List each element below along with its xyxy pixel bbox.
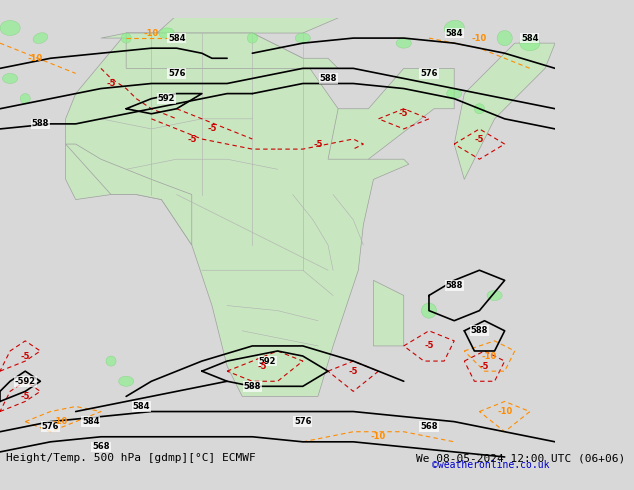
Text: -10: -10	[144, 28, 159, 38]
Text: 568: 568	[92, 442, 110, 451]
Ellipse shape	[446, 89, 462, 98]
Text: 584: 584	[446, 28, 463, 38]
Text: 588: 588	[32, 120, 49, 128]
Text: -5: -5	[187, 135, 197, 144]
Text: We 08-05-2024 12:00 UTC (06+06): We 08-05-2024 12:00 UTC (06+06)	[417, 453, 626, 463]
Polygon shape	[373, 280, 404, 346]
Text: -592: -592	[15, 377, 36, 386]
Ellipse shape	[396, 38, 411, 48]
Ellipse shape	[33, 33, 48, 44]
Ellipse shape	[487, 291, 502, 300]
Ellipse shape	[422, 303, 437, 318]
Text: -10: -10	[482, 351, 497, 361]
Polygon shape	[65, 33, 409, 396]
Text: 584: 584	[133, 402, 150, 411]
Ellipse shape	[520, 36, 540, 50]
Text: 584: 584	[168, 34, 185, 43]
Ellipse shape	[20, 94, 30, 104]
Ellipse shape	[3, 74, 18, 83]
Text: -5: -5	[313, 140, 323, 148]
Ellipse shape	[119, 376, 134, 386]
Text: -10: -10	[497, 407, 512, 416]
Ellipse shape	[295, 33, 311, 43]
Text: 584: 584	[521, 34, 539, 43]
Text: 588: 588	[243, 382, 261, 391]
Ellipse shape	[121, 33, 131, 43]
Text: -5: -5	[399, 109, 408, 118]
Ellipse shape	[0, 21, 20, 36]
Text: 588: 588	[320, 74, 337, 83]
Text: -5: -5	[349, 367, 358, 376]
Text: -5: -5	[107, 79, 116, 88]
Ellipse shape	[106, 356, 116, 366]
Polygon shape	[454, 43, 555, 179]
Ellipse shape	[474, 104, 484, 114]
Text: 576: 576	[42, 422, 59, 431]
Text: 584: 584	[82, 417, 100, 426]
Text: -10: -10	[472, 34, 487, 43]
Polygon shape	[65, 144, 191, 245]
Text: ©weatheronline.co.uk: ©weatheronline.co.uk	[432, 460, 550, 470]
Text: -10: -10	[371, 432, 386, 441]
Text: 576: 576	[420, 69, 437, 78]
Text: Height/Temp. 500 hPa [gdmp][°C] ECMWF: Height/Temp. 500 hPa [gdmp][°C] ECMWF	[6, 453, 256, 463]
Ellipse shape	[444, 20, 464, 36]
Ellipse shape	[247, 33, 257, 43]
Ellipse shape	[159, 28, 174, 38]
Text: -10: -10	[53, 417, 68, 426]
Text: -5: -5	[20, 392, 30, 401]
Text: -5: -5	[257, 362, 267, 370]
Text: -5: -5	[20, 351, 30, 361]
Text: -5: -5	[480, 362, 489, 370]
Text: 592: 592	[158, 94, 175, 103]
Text: 592: 592	[259, 357, 276, 366]
Text: 576: 576	[168, 69, 185, 78]
Polygon shape	[328, 69, 454, 159]
Text: -5: -5	[475, 135, 484, 144]
Text: 588: 588	[446, 281, 463, 290]
Text: 576: 576	[294, 417, 311, 426]
Polygon shape	[101, 0, 338, 38]
Text: -5: -5	[207, 124, 217, 133]
Text: 588: 588	[471, 326, 488, 335]
Text: -10: -10	[28, 54, 43, 63]
Text: 568: 568	[420, 422, 437, 431]
Polygon shape	[126, 33, 338, 69]
Text: -5: -5	[424, 342, 434, 350]
Ellipse shape	[497, 30, 512, 46]
